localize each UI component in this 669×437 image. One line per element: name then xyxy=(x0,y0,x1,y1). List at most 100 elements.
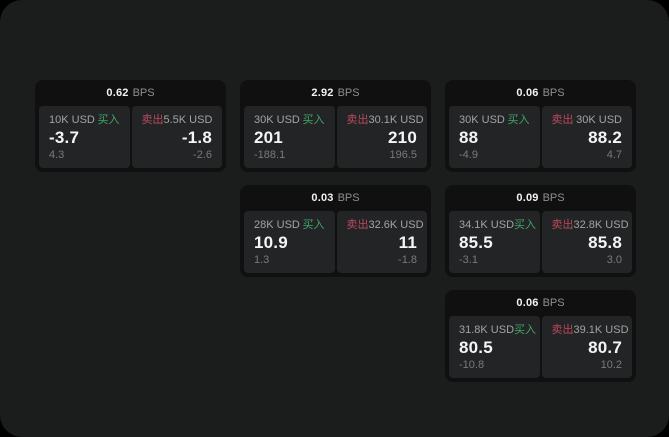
buy-panel[interactable]: 10K USD 买入 -3.7 4.3 xyxy=(39,106,130,168)
bps-unit-label: BPS xyxy=(542,297,565,309)
bps-unit-label: BPS xyxy=(542,192,565,204)
sell-delta: 4.7 xyxy=(606,149,622,161)
buy-side-label: 买入 xyxy=(97,114,120,126)
sell-panel-top: 卖出 5.5K USD xyxy=(142,114,213,126)
sell-price: -1.8 xyxy=(181,127,212,147)
buy-panel[interactable]: 30K USD 买入 88 -4.9 xyxy=(449,106,540,168)
sell-delta: -2.6 xyxy=(193,149,212,161)
sell-amount: 30K USD xyxy=(576,114,622,126)
sell-amount: 32.6K USD xyxy=(368,219,424,231)
buy-panel[interactable]: 34.1K USD 买入 85.5 -3.1 xyxy=(449,211,540,273)
sell-price: 80.7 xyxy=(588,337,622,357)
bps-header: 0.62 BPS xyxy=(35,80,226,106)
buy-panel-top: 34.1K USD 买入 xyxy=(459,219,536,231)
sell-amount: 39.1K USD xyxy=(573,324,629,336)
buy-amount: 10K USD xyxy=(49,114,95,126)
buy-side-label: 买入 xyxy=(507,114,530,126)
quote-card: 0.06 BPS 30K USD 买入 88 -4.9 卖出 30K USD 8… xyxy=(445,80,636,172)
buy-price: 201 xyxy=(254,127,283,147)
bps-value: 0.06 xyxy=(516,87,539,99)
buy-delta: -3.1 xyxy=(459,254,478,266)
cards-grid: 0.62 BPS 10K USD 买入 -3.7 4.3 卖出 5.5K USD… xyxy=(35,80,636,382)
bps-value: 0.62 xyxy=(106,87,129,99)
buy-amount: 30K USD xyxy=(254,114,300,126)
buy-price: 85.5 xyxy=(459,232,493,252)
buy-delta: -188.1 xyxy=(254,149,286,161)
quote-panels: 30K USD 买入 88 -4.9 卖出 30K USD 88.2 4.7 xyxy=(445,106,636,172)
buy-price: -3.7 xyxy=(49,127,80,147)
sell-side-label: 卖出 xyxy=(346,219,369,231)
sell-panel-top: 卖出 39.1K USD xyxy=(551,324,629,336)
quote-panels: 34.1K USD 买入 85.5 -3.1 卖出 32.8K USD 85.8… xyxy=(445,211,636,277)
bps-unit-label: BPS xyxy=(132,87,155,99)
bps-header: 0.06 BPS xyxy=(445,80,636,106)
bps-value: 0.03 xyxy=(311,192,334,204)
sell-panel-top: 卖出 30.1K USD xyxy=(346,114,424,126)
sell-delta: 196.5 xyxy=(389,149,417,161)
bps-header: 0.06 BPS xyxy=(445,290,636,316)
sell-side-label: 卖出 xyxy=(551,114,574,126)
sell-amount: 5.5K USD xyxy=(163,114,213,126)
buy-panel[interactable]: 28K USD 买入 10.9 1.3 xyxy=(244,211,335,273)
buy-amount: 31.8K USD xyxy=(459,324,515,336)
bps-unit-label: BPS xyxy=(542,87,565,99)
sell-panel-top: 卖出 32.8K USD xyxy=(551,219,629,231)
buy-delta: 1.3 xyxy=(254,254,270,266)
sell-price: 11 xyxy=(398,232,417,252)
quote-panels: 10K USD 买入 -3.7 4.3 卖出 5.5K USD -1.8 -2.… xyxy=(35,106,226,172)
buy-panel-top: 31.8K USD 买入 xyxy=(459,324,536,336)
sell-side-label: 卖出 xyxy=(346,114,369,126)
buy-side-label: 买入 xyxy=(514,324,537,336)
buy-amount: 30K USD xyxy=(459,114,505,126)
quote-panels: 28K USD 买入 10.9 1.3 卖出 32.6K USD 11 -1.8 xyxy=(240,211,431,277)
sell-panel[interactable]: 卖出 32.6K USD 11 -1.8 xyxy=(336,211,427,273)
sell-side-label: 卖出 xyxy=(551,324,574,336)
buy-side-label: 买入 xyxy=(302,219,325,231)
sell-delta: 3.0 xyxy=(606,254,622,266)
quote-card: 0.62 BPS 10K USD 买入 -3.7 4.3 卖出 5.5K USD… xyxy=(35,80,226,172)
quote-card: 0.03 BPS 28K USD 买入 10.9 1.3 卖出 32.6K US… xyxy=(240,185,431,277)
bps-header: 0.09 BPS xyxy=(445,185,636,211)
sell-side-label: 卖出 xyxy=(141,114,164,126)
sell-side-label: 卖出 xyxy=(551,219,574,231)
sell-panel[interactable]: 卖出 32.8K USD 85.8 3.0 xyxy=(541,211,632,273)
bps-unit-label: BPS xyxy=(337,87,360,99)
sell-panel[interactable]: 卖出 30.1K USD 210 196.5 xyxy=(336,106,427,168)
buy-panel[interactable]: 30K USD 买入 201 -188.1 xyxy=(244,106,335,168)
quote-panels: 30K USD 买入 201 -188.1 卖出 30.1K USD 210 1… xyxy=(240,106,431,172)
quote-card: 0.06 BPS 31.8K USD 买入 80.5 -10.8 卖出 39.1… xyxy=(445,290,636,382)
sell-panel-top: 卖出 32.6K USD xyxy=(346,219,424,231)
sell-panel[interactable]: 卖出 30K USD 88.2 4.7 xyxy=(541,106,632,168)
sell-panel-top: 卖出 30K USD xyxy=(552,114,623,126)
buy-amount: 34.1K USD xyxy=(459,219,515,231)
buy-price: 88 xyxy=(459,127,479,147)
sell-price: 210 xyxy=(388,127,417,147)
sell-amount: 32.8K USD xyxy=(573,219,629,231)
buy-price: 10.9 xyxy=(254,232,288,252)
buy-side-label: 买入 xyxy=(514,219,537,231)
buy-panel-top: 30K USD 买入 xyxy=(459,114,530,126)
quote-card: 0.09 BPS 34.1K USD 买入 85.5 -3.1 卖出 32.8K… xyxy=(445,185,636,277)
bps-header: 2.92 BPS xyxy=(240,80,431,106)
buy-delta: 4.3 xyxy=(49,149,65,161)
buy-price: 80.5 xyxy=(459,337,493,357)
bps-value: 0.06 xyxy=(516,297,539,309)
buy-panel-top: 10K USD 买入 xyxy=(49,114,120,126)
buy-panel[interactable]: 31.8K USD 买入 80.5 -10.8 xyxy=(449,316,540,378)
buy-panel-top: 28K USD 买入 xyxy=(254,219,325,231)
buy-delta: -4.9 xyxy=(459,149,478,161)
bps-header: 0.03 BPS xyxy=(240,185,431,211)
bps-value: 2.92 xyxy=(311,87,334,99)
buy-panel-top: 30K USD 买入 xyxy=(254,114,325,126)
sell-price: 88.2 xyxy=(588,127,622,147)
buy-amount: 28K USD xyxy=(254,219,300,231)
sell-panel[interactable]: 卖出 5.5K USD -1.8 -2.6 xyxy=(131,106,222,168)
quote-panels: 31.8K USD 买入 80.5 -10.8 卖出 39.1K USD 80.… xyxy=(445,316,636,382)
sell-panel[interactable]: 卖出 39.1K USD 80.7 10.2 xyxy=(541,316,632,378)
buy-side-label: 买入 xyxy=(302,114,325,126)
sell-amount: 30.1K USD xyxy=(368,114,424,126)
bps-value: 0.09 xyxy=(516,192,539,204)
sell-delta: -1.8 xyxy=(398,254,417,266)
bps-unit-label: BPS xyxy=(337,192,360,204)
